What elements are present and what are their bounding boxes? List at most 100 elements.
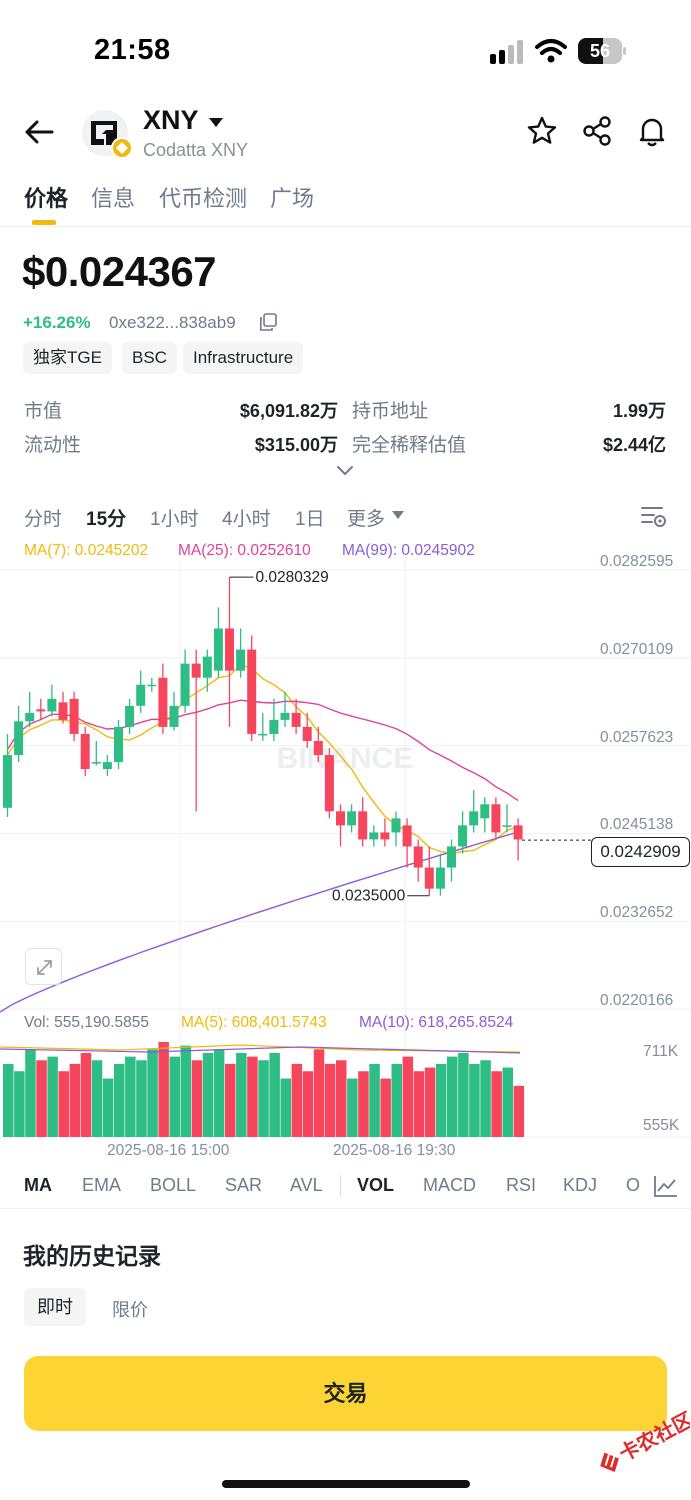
volume-bar bbox=[169, 1056, 180, 1137]
fdv-value: $2.44亿 bbox=[602, 435, 666, 455]
interval-more[interactable]: 更多 bbox=[347, 509, 386, 530]
token-symbol[interactable]: XNY bbox=[143, 105, 199, 135]
volume-bar bbox=[502, 1067, 513, 1137]
volume-bar bbox=[402, 1056, 414, 1137]
volume-bar bbox=[269, 1052, 280, 1137]
low-price-marker: 0.0235000 bbox=[332, 888, 406, 905]
volume-bar bbox=[336, 1060, 347, 1137]
volume-bar bbox=[3, 1063, 14, 1137]
volume-bar bbox=[236, 1052, 247, 1137]
tab-price[interactable]: 价格 bbox=[24, 186, 69, 211]
holders-value: 1.99万 bbox=[612, 401, 666, 421]
chart-grid bbox=[0, 560, 691, 1138]
volume-bar bbox=[313, 1049, 325, 1137]
volume-bar bbox=[347, 1078, 358, 1137]
indicator-rsi[interactable]: RSI bbox=[506, 1175, 537, 1195]
candle bbox=[158, 677, 168, 727]
volume-bar bbox=[513, 1085, 525, 1137]
vol-ma10-line bbox=[0, 1046, 521, 1054]
indicator-obv[interactable]: OBV bbox=[626, 1175, 640, 1195]
candle bbox=[236, 649, 246, 671]
time-label: 2025-08-16 19:30 bbox=[333, 1142, 456, 1159]
fdv-label: 完全稀释估值 bbox=[352, 435, 467, 456]
candle bbox=[424, 867, 434, 889]
volume-bar bbox=[114, 1063, 125, 1137]
candle bbox=[480, 804, 490, 819]
candle bbox=[80, 733, 90, 770]
volume-bar bbox=[125, 1056, 136, 1137]
price-chart[interactable]: BINANCE 0.0280329 0.0235000 bbox=[0, 535, 691, 1145]
indicator-kdj[interactable]: KDJ bbox=[563, 1175, 598, 1195]
volume-bar bbox=[202, 1052, 214, 1137]
candle bbox=[513, 825, 523, 840]
tab-instant[interactable]: 即时 bbox=[24, 1288, 86, 1326]
vol-ma10-legend: MA(10): 618,265.8524 bbox=[359, 1014, 514, 1031]
indicator-avl[interactable]: AVL bbox=[290, 1175, 323, 1195]
interval-4h[interactable]: 4小时 bbox=[222, 509, 271, 530]
volume-bar bbox=[147, 1049, 158, 1137]
home-indicator[interactable] bbox=[222, 1480, 470, 1488]
candle bbox=[58, 702, 68, 720]
interval-line[interactable]: 分时 bbox=[24, 509, 63, 530]
indicator-vol[interactable]: VOL bbox=[357, 1175, 395, 1195]
contract-address[interactable]: 0xe322...838ab9 bbox=[109, 313, 236, 332]
star-icon[interactable] bbox=[525, 114, 559, 148]
volume-bar bbox=[69, 1063, 81, 1137]
tab-limit[interactable]: 限价 bbox=[112, 1300, 148, 1320]
candle bbox=[313, 740, 323, 756]
chart-settings-icon[interactable] bbox=[640, 503, 668, 529]
candle bbox=[258, 733, 268, 736]
ma25-line bbox=[6, 699, 519, 802]
candle bbox=[47, 698, 57, 712]
volume-bar bbox=[91, 1060, 103, 1137]
interval-1d[interactable]: 1日 bbox=[295, 509, 325, 530]
interval-15m[interactable]: 15分 bbox=[86, 509, 127, 530]
candle bbox=[347, 811, 357, 826]
candle bbox=[225, 628, 234, 671]
ma7-line bbox=[6, 663, 519, 855]
volume-bar bbox=[25, 1049, 36, 1137]
y-axis-label: 0.0270109 bbox=[600, 640, 674, 658]
tab-token-check[interactable]: 代币检测 bbox=[159, 186, 248, 211]
price-change: +16.26% bbox=[23, 313, 91, 332]
indicator-ema[interactable]: EMA bbox=[82, 1175, 122, 1195]
chevron-down-icon[interactable] bbox=[208, 116, 224, 128]
trade-button[interactable]: 交易 bbox=[24, 1356, 667, 1431]
expand-chart-button[interactable] bbox=[25, 948, 62, 985]
candle bbox=[202, 656, 212, 678]
back-arrow-icon[interactable] bbox=[22, 116, 56, 148]
volume-bar bbox=[469, 1063, 480, 1137]
tab-info[interactable]: 信息 bbox=[91, 186, 136, 211]
indicator-settings-icon[interactable] bbox=[653, 1174, 679, 1198]
tab-square[interactable]: 广场 bbox=[270, 186, 315, 211]
share-icon[interactable] bbox=[580, 114, 614, 148]
indicator-macd[interactable]: MACD bbox=[423, 1175, 476, 1195]
bell-icon[interactable] bbox=[635, 114, 669, 148]
candle bbox=[302, 726, 312, 741]
candle bbox=[336, 811, 345, 826]
volume-bar bbox=[36, 1060, 47, 1137]
indicator-ma[interactable]: MA bbox=[24, 1175, 52, 1195]
expand-chevron-icon[interactable] bbox=[336, 464, 354, 478]
tag-infrastructure[interactable]: Infrastructure bbox=[183, 342, 304, 374]
chevron-down-icon[interactable] bbox=[392, 511, 404, 520]
expand-icon[interactable] bbox=[26, 949, 63, 986]
volume-bars bbox=[0, 1042, 525, 1137]
volume-bar bbox=[435, 1063, 447, 1137]
candle bbox=[69, 698, 79, 734]
candle bbox=[213, 628, 223, 671]
candle bbox=[369, 832, 379, 840]
volume-bar bbox=[180, 1045, 192, 1137]
market-cap-label: 市值 bbox=[24, 401, 63, 422]
volume-bar bbox=[447, 1056, 458, 1137]
tag-bsc[interactable]: BSC bbox=[122, 342, 177, 374]
candle bbox=[402, 825, 412, 847]
indicator-sar[interactable]: SAR bbox=[225, 1175, 263, 1195]
indicator-boll[interactable]: BOLL bbox=[150, 1175, 197, 1195]
copy-icon[interactable] bbox=[259, 313, 277, 331]
candle bbox=[14, 721, 24, 756]
current-price: $0.024367 bbox=[22, 248, 217, 295]
interval-1h[interactable]: 1小时 bbox=[150, 509, 199, 530]
candle bbox=[280, 712, 290, 720]
tag-exclusive-tge[interactable]: 独家TGE bbox=[23, 342, 112, 374]
